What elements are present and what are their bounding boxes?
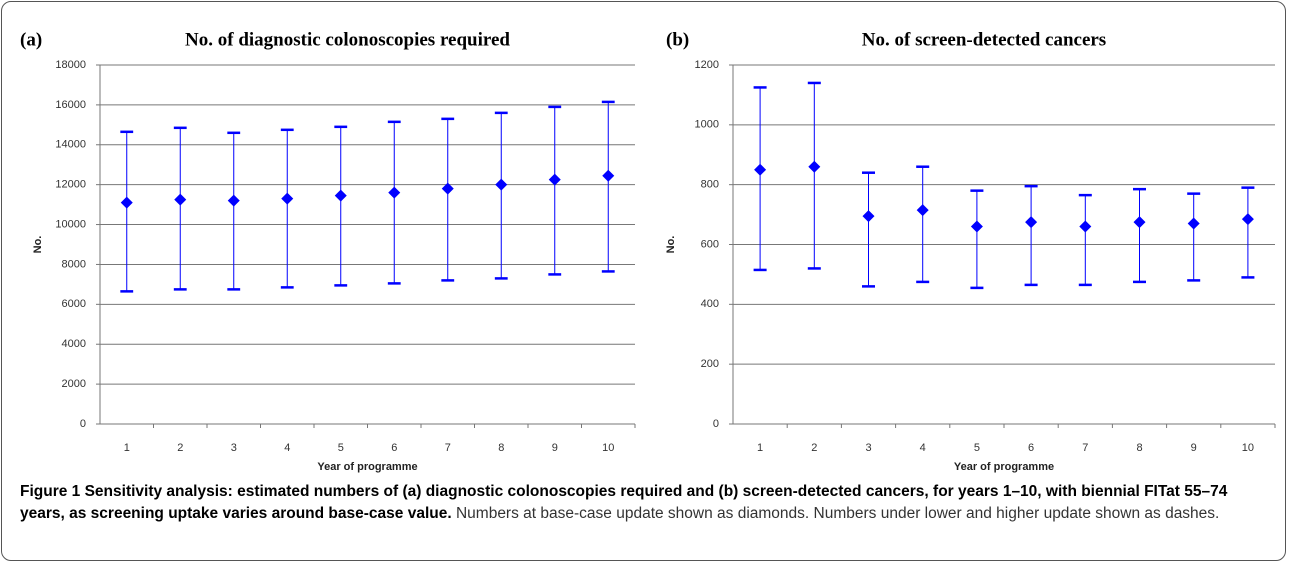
x-tick-label: 9 <box>1191 442 1197 454</box>
x-tick-label: 9 <box>552 442 558 454</box>
x-tick-label: 7 <box>445 442 451 454</box>
diamond <box>441 182 454 195</box>
y-tick-label: 400 <box>701 298 719 310</box>
x-tick-label: 10 <box>602 442 614 454</box>
y-tick-label: 18000 <box>55 59 86 71</box>
x-tick-label: 8 <box>1136 442 1142 454</box>
x-tick-label: 1 <box>124 442 130 454</box>
caption-text: Numbers at base-case update shown as dia… <box>455 505 1220 522</box>
y-tick-label: 16000 <box>55 99 86 111</box>
diamond <box>916 204 929 217</box>
y-tick-label: 1000 <box>695 119 719 131</box>
x-tick-label: 8 <box>498 442 504 454</box>
y-tick-label: 10000 <box>55 218 86 230</box>
diamond <box>1187 217 1200 230</box>
y-tick-label: 8000 <box>62 258 86 270</box>
x-tick-label: 4 <box>920 442 926 454</box>
x-tick-label: 3 <box>231 442 237 454</box>
y-tick-label: 800 <box>701 179 719 191</box>
diamond <box>174 193 187 206</box>
y-tick-label: 0 <box>713 418 719 430</box>
diamond <box>1133 216 1146 229</box>
diamond <box>388 186 401 199</box>
x-axis-label: Year of programme <box>954 461 1054 473</box>
diamond <box>334 189 347 202</box>
diamond <box>1079 220 1092 233</box>
x-tick-label: 4 <box>284 442 290 454</box>
caption: Figure 1 Sensitivity analysis: estimated… <box>20 481 1275 525</box>
diamond <box>1241 213 1254 226</box>
diamond <box>754 163 767 176</box>
panel-label: (b) <box>666 29 689 50</box>
diamond <box>548 173 561 186</box>
diamond <box>120 196 133 209</box>
y-axis-label: No. <box>665 236 677 254</box>
x-tick-label: 3 <box>865 442 871 454</box>
diamond <box>227 194 240 207</box>
diamond <box>281 192 294 205</box>
panel-label: (a) <box>20 29 42 50</box>
y-tick-label: 12000 <box>55 179 86 191</box>
x-tick-label: 6 <box>1028 442 1034 454</box>
x-axis-label: Year of programme <box>317 461 417 473</box>
x-tick-label: 6 <box>391 442 397 454</box>
y-tick-label: 6000 <box>62 298 86 310</box>
charts: (a) No. of diagnostic colonoscopies requi… <box>20 29 1276 473</box>
x-tick-label: 5 <box>974 442 980 454</box>
y-axis-label: No. <box>32 236 44 254</box>
diamond <box>602 169 615 182</box>
caption-bold: Figure 1 Sensitivity analysis: estimated… <box>20 483 1228 522</box>
x-tick-label: 2 <box>811 442 817 454</box>
y-tick-label: 2000 <box>62 378 86 390</box>
chart-title: No. of screen-detected cancers <box>862 29 1106 50</box>
chart-title: No. of diagnostic colonoscopies required <box>185 29 510 50</box>
diamond <box>1025 216 1038 229</box>
y-tick-label: 200 <box>701 358 719 370</box>
diamond <box>970 220 983 233</box>
y-tick-label: 4000 <box>62 338 86 350</box>
diamond <box>495 178 508 191</box>
x-tick-label: 7 <box>1082 442 1088 454</box>
diamond <box>862 210 875 223</box>
x-tick-label: 1 <box>757 442 763 454</box>
y-tick-label: 0 <box>80 418 86 430</box>
y-tick-label: 600 <box>701 238 719 250</box>
diamond <box>808 160 821 173</box>
y-tick-label: 1200 <box>695 59 719 71</box>
y-tick-label: 14000 <box>55 139 86 151</box>
x-tick-label: 5 <box>338 442 344 454</box>
x-tick-label: 10 <box>1242 442 1254 454</box>
x-tick-label: 2 <box>177 442 183 454</box>
